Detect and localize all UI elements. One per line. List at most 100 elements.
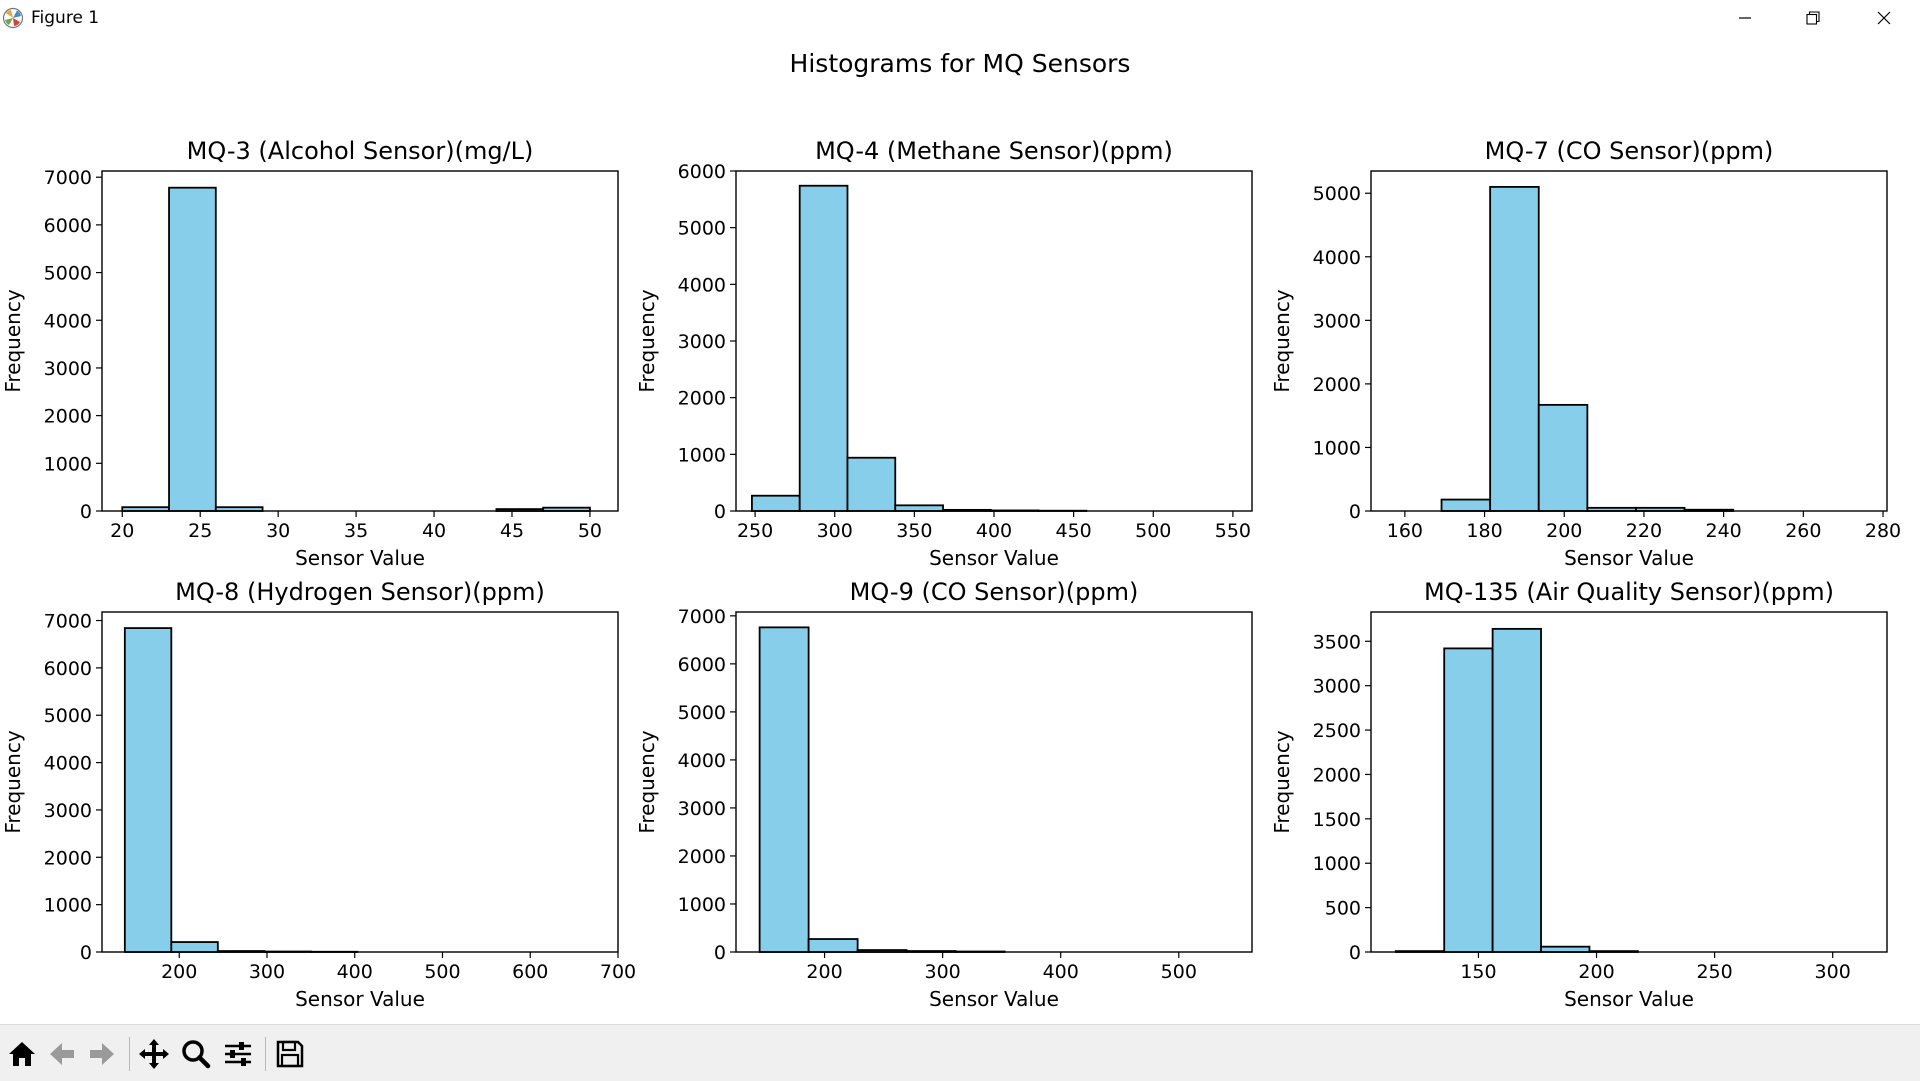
x-tick-label: 450 (1055, 520, 1091, 542)
y-tick-label: 3000 (1313, 676, 1361, 698)
toolbar-separator (265, 1037, 266, 1071)
x-tick-label: 45 (500, 520, 524, 542)
x-axis-label: Sensor Value (929, 546, 1059, 570)
y-tick-label: 7000 (44, 611, 92, 633)
histogram-bar (171, 942, 218, 952)
x-axis-label: Sensor Value (1564, 987, 1694, 1011)
y-tick-label: 2000 (678, 846, 726, 868)
toolbar-separator (129, 1037, 130, 1071)
x-tick-label: 500 (424, 961, 460, 983)
x-tick-label: 300 (817, 520, 853, 542)
x-tick-label: 300 (925, 961, 961, 983)
x-tick-label: 500 (1161, 961, 1197, 983)
arrow-left-icon (46, 1038, 78, 1070)
y-tick-label: 5000 (678, 218, 726, 240)
home-icon (6, 1038, 38, 1070)
x-tick-label: 35 (344, 520, 368, 542)
histogram-bar (1541, 947, 1589, 952)
y-tick-label: 2000 (1313, 374, 1361, 396)
home-button[interactable] (3, 1035, 41, 1073)
title-bar: Figure 1 (0, 0, 1920, 36)
y-tick-label: 2000 (678, 388, 726, 410)
y-tick-label: 5000 (678, 702, 726, 724)
close-button[interactable] (1849, 0, 1919, 36)
y-tick-label: 2500 (1313, 720, 1361, 742)
y-tick-label: 3500 (1313, 631, 1361, 653)
y-tick-label: 4000 (1313, 247, 1361, 269)
plot-area (1371, 171, 1887, 511)
configure-subplots-button[interactable] (219, 1035, 257, 1073)
forward-button[interactable] (83, 1035, 121, 1073)
subplot-title: MQ-8 (Hydrogen Sensor)(ppm) (175, 578, 545, 606)
x-tick-label: 200 (806, 961, 842, 983)
subplot-title: MQ-7 (CO Sensor)(ppm) (1485, 137, 1774, 165)
y-tick-label: 3000 (678, 798, 726, 820)
y-axis-label: Frequency (1270, 289, 1294, 392)
x-tick-label: 260 (1785, 520, 1821, 542)
subplot-title: MQ-3 (Alcohol Sensor)(mg/L) (187, 137, 534, 165)
x-axis-label: Sensor Value (295, 987, 425, 1011)
restore-icon (1805, 10, 1821, 26)
histogram-bar (895, 505, 943, 511)
y-tick-label: 4000 (678, 750, 726, 772)
x-tick-label: 150 (1460, 961, 1496, 983)
y-tick-label: 6000 (678, 161, 726, 183)
y-tick-label: 3000 (44, 800, 92, 822)
y-tick-label: 1000 (678, 444, 726, 466)
x-tick-label: 300 (1815, 961, 1851, 983)
minimize-icon (1737, 10, 1753, 26)
y-tick-label: 5000 (1313, 183, 1361, 205)
floppy-disk-icon (274, 1038, 306, 1070)
y-tick-label: 1000 (44, 895, 92, 917)
x-tick-label: 200 (1546, 520, 1582, 542)
x-tick-label: 160 (1387, 520, 1423, 542)
x-tick-label: 500 (1135, 520, 1171, 542)
y-tick-label: 2000 (1313, 764, 1361, 786)
y-tick-label: 0 (714, 942, 726, 964)
x-axis-label: Sensor Value (1564, 546, 1694, 570)
y-tick-label: 0 (714, 501, 726, 523)
y-tick-label: 4000 (44, 310, 92, 332)
histogram-bar (800, 186, 848, 511)
y-tick-label: 4000 (44, 753, 92, 775)
y-tick-label: 1500 (1313, 809, 1361, 831)
histogram-bar (1493, 629, 1541, 952)
histogram-bar (125, 628, 172, 952)
plot-area (736, 612, 1252, 952)
histogram-bar (1490, 187, 1539, 511)
histogram-bar (847, 458, 895, 511)
y-tick-label: 500 (1325, 898, 1361, 920)
x-tick-label: 250 (737, 520, 773, 542)
x-tick-label: 600 (512, 961, 548, 983)
y-tick-label: 0 (80, 942, 92, 964)
x-tick-label: 180 (1466, 520, 1502, 542)
y-tick-label: 5000 (44, 705, 92, 727)
y-tick-label: 3000 (678, 331, 726, 353)
x-axis-label: Sensor Value (295, 546, 425, 570)
x-tick-label: 30 (266, 520, 290, 542)
minimize-button[interactable] (1710, 0, 1780, 36)
y-axis-label: Frequency (1, 730, 25, 833)
back-button[interactable] (43, 1035, 81, 1073)
x-tick-label: 700 (600, 961, 636, 983)
restore-button[interactable] (1778, 0, 1848, 36)
y-axis-label: Frequency (635, 730, 659, 833)
zoom-button[interactable] (177, 1035, 215, 1073)
histogram-bar (752, 496, 800, 511)
plot-area (102, 612, 618, 952)
save-button[interactable] (271, 1035, 309, 1073)
x-tick-label: 240 (1706, 520, 1742, 542)
y-tick-label: 1000 (1313, 437, 1361, 459)
x-tick-label: 400 (337, 961, 373, 983)
y-tick-label: 6000 (678, 654, 726, 676)
move-icon (137, 1037, 171, 1071)
pan-button[interactable] (135, 1035, 173, 1073)
y-axis-label: Frequency (1, 289, 25, 392)
x-tick-label: 20 (110, 520, 134, 542)
y-axis-label: Frequency (635, 289, 659, 392)
